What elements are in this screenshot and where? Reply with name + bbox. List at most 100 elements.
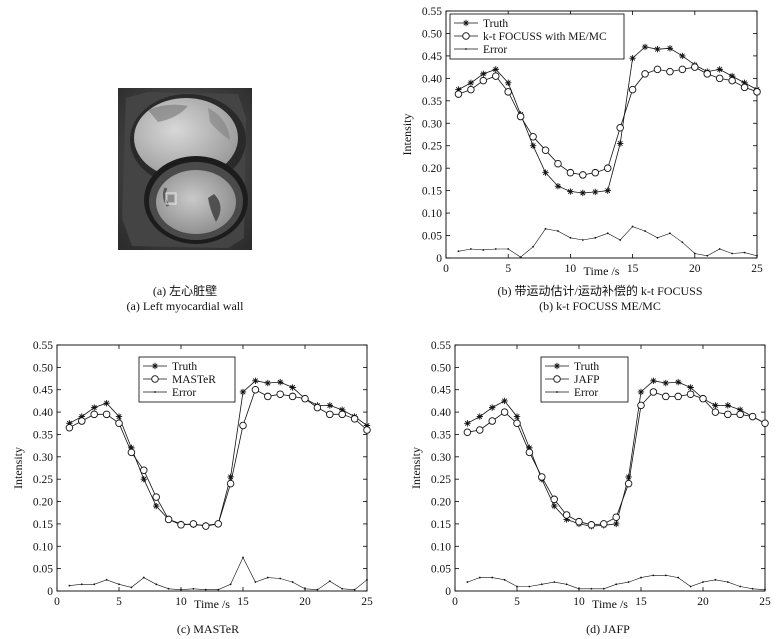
data-point xyxy=(714,578,717,581)
data-point xyxy=(669,232,671,235)
data-point xyxy=(288,392,297,401)
data-point xyxy=(252,377,259,384)
data-point xyxy=(363,422,371,429)
series-line xyxy=(467,380,766,527)
y-tick-label: 0.40 xyxy=(33,407,53,419)
data-point xyxy=(641,70,649,78)
data-point xyxy=(699,394,707,403)
data-point xyxy=(130,586,133,589)
data-point xyxy=(476,413,483,420)
legend-marker xyxy=(553,362,561,370)
data-point xyxy=(350,415,359,423)
data-point xyxy=(503,578,506,581)
data-point xyxy=(476,426,484,434)
data-point xyxy=(467,79,475,87)
data-point xyxy=(529,142,537,149)
data-point xyxy=(189,520,198,528)
data-point xyxy=(640,576,642,579)
data-point xyxy=(494,248,497,250)
y-tick-label: 0.15 xyxy=(33,519,53,531)
x-tick-label: 15 xyxy=(635,596,647,608)
data-point xyxy=(764,588,766,591)
data-point xyxy=(594,236,597,239)
data-point xyxy=(554,159,562,168)
data-point xyxy=(217,588,220,591)
data-point xyxy=(469,248,472,250)
data-point xyxy=(753,88,761,96)
data-point xyxy=(587,521,596,529)
data-point xyxy=(652,574,655,577)
data-point xyxy=(254,581,257,583)
data-point xyxy=(164,515,173,524)
y-axis-label: Intensity xyxy=(409,447,423,489)
data-point xyxy=(677,576,680,579)
y-tick-label: 0.25 xyxy=(33,474,53,486)
series-master xyxy=(65,385,371,530)
data-point xyxy=(628,85,637,94)
data-point xyxy=(478,576,481,579)
data-point xyxy=(578,587,580,590)
data-point xyxy=(726,581,729,583)
x-tick-label: 20 xyxy=(689,263,701,275)
data-point xyxy=(724,410,732,419)
data-point xyxy=(488,417,496,425)
data-point xyxy=(501,397,508,405)
data-point xyxy=(679,52,686,60)
data-point xyxy=(127,448,136,457)
series-line xyxy=(458,66,758,176)
x-tick-label: 0 xyxy=(452,596,458,608)
data-point xyxy=(492,72,500,80)
data-point xyxy=(226,479,235,488)
data-point xyxy=(739,585,742,588)
data-point xyxy=(728,76,736,85)
data-point xyxy=(740,83,749,92)
data-point xyxy=(242,556,244,559)
data-point xyxy=(326,410,334,419)
data-point xyxy=(492,66,499,73)
data-point xyxy=(641,43,649,51)
y-tick-label: 0.05 xyxy=(33,564,53,576)
data-point xyxy=(339,406,346,414)
series-line xyxy=(69,556,368,591)
data-point xyxy=(544,227,547,230)
x-tick-label: 20 xyxy=(299,596,311,608)
data-point xyxy=(454,90,463,98)
data-point xyxy=(105,578,108,581)
data-point xyxy=(491,576,494,579)
data-point xyxy=(479,76,488,85)
data-point xyxy=(616,124,624,132)
data-point xyxy=(613,520,620,528)
y-tick-label: 0.55 xyxy=(431,340,451,352)
data-point xyxy=(681,241,684,244)
data-point xyxy=(505,79,512,87)
legend-marker xyxy=(154,391,156,393)
data-point xyxy=(528,585,531,588)
data-point xyxy=(649,388,658,396)
y-tick-label: 0.40 xyxy=(422,73,442,85)
data-point xyxy=(155,583,158,586)
chart-c: 0 0.05 0.10 0.15 0.20 0.25 0.30 0.35 0.40 0.45 0.5… xyxy=(11,340,373,611)
data-point xyxy=(464,420,471,427)
data-point xyxy=(526,444,533,452)
legend-marker xyxy=(462,19,470,27)
data-point xyxy=(736,410,744,419)
data-point xyxy=(579,189,587,197)
chart-b: 0 0.05 0.10 0.15 0.20 0.25 0.30 0.35 0.40 0.45 0.5… xyxy=(400,6,763,278)
data-point xyxy=(65,423,74,432)
legend-label: k-t FOCUSS with ME/MC xyxy=(483,31,607,43)
legend-marker xyxy=(151,375,159,383)
data-point xyxy=(118,583,120,586)
data-point xyxy=(102,410,111,419)
data-point xyxy=(192,587,195,590)
data-point xyxy=(706,254,709,257)
x-tick-label: 15 xyxy=(237,596,249,608)
data-point xyxy=(153,502,160,510)
mri-image xyxy=(118,88,252,250)
x-tick-label: 25 xyxy=(751,263,763,275)
y-tick-label: 0.20 xyxy=(431,497,451,509)
data-point xyxy=(90,410,98,419)
data-point xyxy=(328,580,331,583)
data-point xyxy=(619,239,622,241)
data-point xyxy=(291,581,294,583)
